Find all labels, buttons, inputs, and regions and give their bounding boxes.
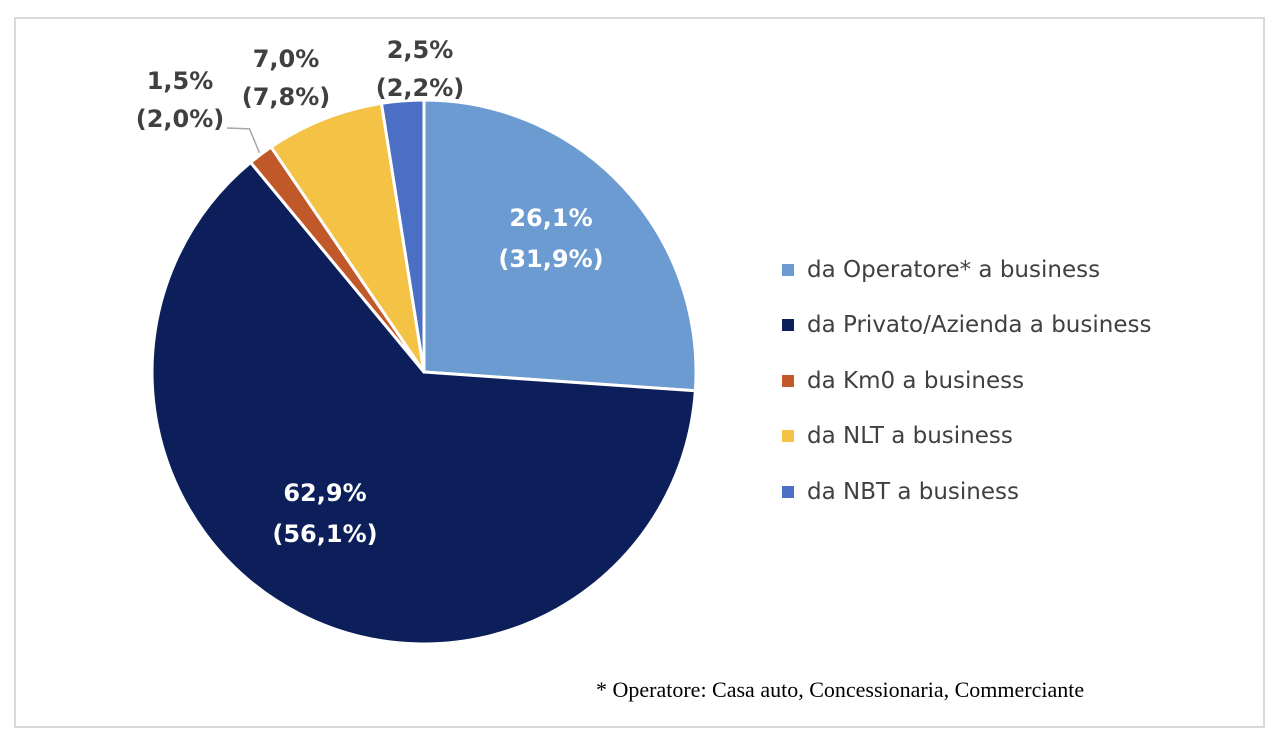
data-label-paren-privato: (56,1%): [272, 520, 377, 548]
legend-swatch-privato: [782, 319, 794, 332]
data-label-nlt: 7,0%: [253, 45, 320, 73]
legend-label-operatore: da Operatore* a business: [807, 256, 1101, 283]
leader-line-km0: [226, 127, 261, 154]
data-label-privato: 62,9%: [283, 479, 366, 507]
data-label-paren-nlt: (7,8%): [242, 83, 331, 111]
legend-item-nlt: da NLT a business: [782, 409, 1151, 465]
legend: da Operatore* a business da Privato/Azie…: [782, 242, 1151, 520]
legend-swatch-nlt: [782, 430, 794, 443]
data-label-paren-nbt: (2,2%): [376, 74, 465, 102]
pie-slice-nbt: [379, 98, 426, 374]
pie-slice-operatore: [422, 98, 698, 393]
pie-slice-nlt: [269, 101, 426, 374]
legend-item-nbt: da NBT a business: [782, 464, 1151, 520]
data-label-operatore: 26,1%: [509, 204, 592, 232]
legend-swatch-km0: [782, 374, 794, 387]
legend-item-km0: da Km0 a business: [782, 353, 1151, 409]
legend-swatch-operatore: [782, 263, 794, 276]
legend-swatch-nbt: [782, 485, 794, 498]
legend-label-nlt: da NLT a business: [807, 423, 1013, 450]
data-label-nbt: 2,5%: [387, 36, 454, 64]
data-label-paren-km0: (2,0%): [136, 105, 225, 133]
data-label-km0: 1,5%: [147, 67, 214, 95]
data-label-paren-operatore: (31,9%): [498, 245, 603, 273]
legend-label-privato: da Privato/Azienda a business: [807, 312, 1152, 339]
legend-label-km0: da Km0 a business: [807, 367, 1025, 394]
legend-item-operatore: da Operatore* a business: [782, 242, 1151, 298]
legend-label-nbt: da NBT a business: [807, 478, 1019, 505]
legend-item-privato: da Privato/Azienda a business: [782, 298, 1151, 354]
pie-slice-privato: [150, 160, 697, 646]
footnote: * Operatore: Casa auto, Concessionaria, …: [596, 677, 1085, 702]
